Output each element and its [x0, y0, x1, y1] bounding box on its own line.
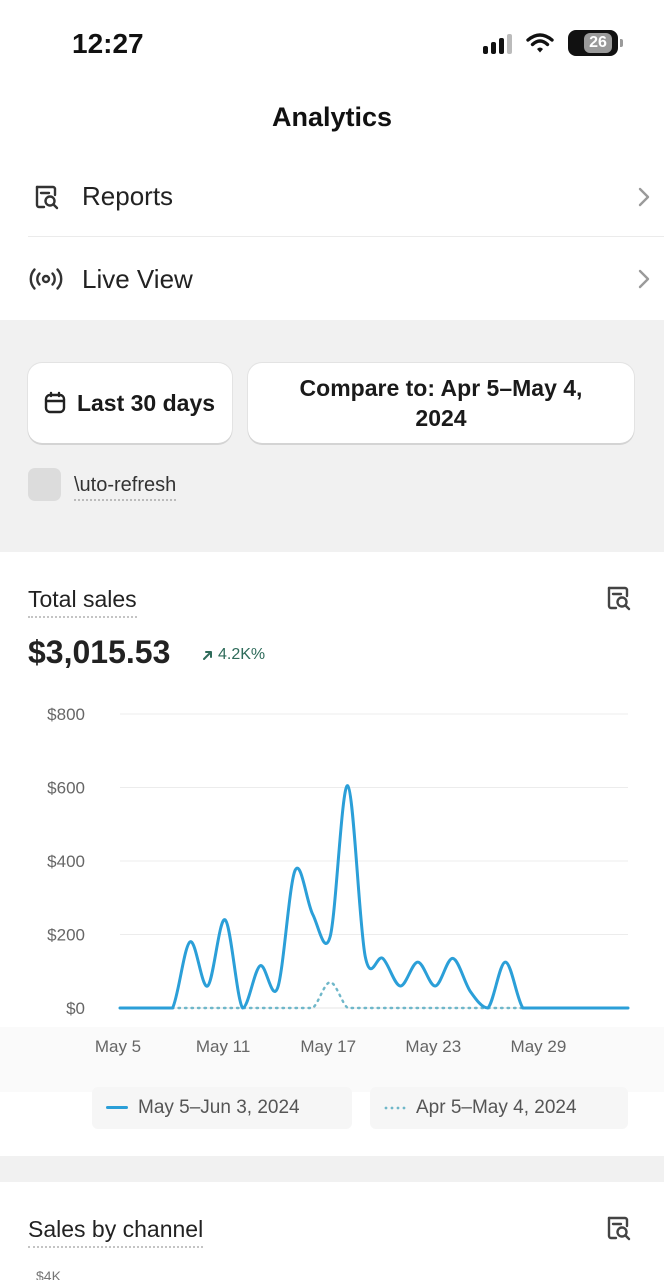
nav-item-reports[interactable]: Reports	[28, 157, 664, 237]
date-range-button[interactable]: Last 30 days	[28, 363, 232, 443]
battery-icon: 26	[568, 30, 623, 56]
chart-legend: May 5–Jun 3, 2024 Apr 5–May 4, 2024	[92, 1087, 628, 1129]
y-tick-label: $600	[47, 779, 85, 798]
broadcast-icon	[28, 261, 64, 297]
sales-by-channel-card: Sales by channel $4K	[0, 1182, 664, 1280]
series-line-current	[118, 784, 630, 1010]
total-sales-chart: $800 $600 $400 $200 $0 May 5 May 11 May 17 May 2…	[0, 705, 664, 1092]
chevron-right-icon	[624, 186, 664, 208]
x-tick-label: May 5	[95, 1037, 141, 1056]
legend-swatch-dotted	[384, 1106, 406, 1110]
status-time: 12:27	[72, 28, 144, 59]
channel-axis-tick: $4K	[36, 1268, 61, 1280]
chevron-right-icon	[624, 268, 664, 290]
y-tick-label: $200	[47, 926, 85, 945]
nav-item-live-view-label: Live View	[82, 263, 193, 294]
date-range-label: Last 30 days	[76, 390, 216, 416]
total-sales-value: $3,015.53	[28, 634, 171, 670]
sales-by-channel-title[interactable]: Sales by channel	[28, 1216, 204, 1248]
auto-refresh-checkbox[interactable]	[28, 468, 61, 501]
section-divider	[0, 1156, 664, 1182]
x-tick-label: May 11	[196, 1037, 251, 1056]
x-tick-label: May 29	[511, 1037, 567, 1056]
status-bar: 12:27 26	[0, 0, 664, 90]
total-sales-title[interactable]: Total sales	[28, 586, 137, 618]
x-tick-label: May 23	[405, 1037, 461, 1056]
status-icons: 26	[483, 30, 623, 56]
legend-label-compare: Apr 5–May 4, 2024	[416, 1097, 577, 1118]
calendar-icon	[42, 390, 68, 416]
report-search-icon	[28, 179, 64, 215]
signal-icon	[483, 32, 512, 54]
x-axis-band	[0, 1027, 664, 1092]
legend-label-current: May 5–Jun 3, 2024	[138, 1097, 300, 1118]
legend-item-compare[interactable]: Apr 5–May 4, 2024	[370, 1087, 628, 1129]
compare-button[interactable]: Compare to: Apr 5–May 4, 2024	[248, 363, 634, 443]
total-sales-card: Total sales $3,015.53 4.2K% $800 $600 $400…	[0, 552, 664, 1156]
report-search-icon[interactable]	[604, 584, 632, 612]
sales-change-badge: 4.2K%	[202, 646, 265, 664]
legend-item-current[interactable]: May 5–Jun 3, 2024	[92, 1087, 352, 1129]
nav-item-live-view[interactable]: Live View	[28, 239, 664, 319]
wifi-icon	[526, 33, 554, 53]
battery-level: 26	[584, 33, 612, 53]
report-search-icon[interactable]	[604, 1214, 632, 1242]
nav-item-reports-label: Reports	[82, 181, 174, 211]
series-line-compare	[118, 981, 630, 1010]
y-tick-label: $0	[66, 999, 85, 1018]
compare-label: Compare to: Apr 5–May 4, 2024	[299, 375, 583, 431]
legend-swatch-solid	[106, 1106, 128, 1110]
filter-bar: Last 30 days Compare to: Apr 5–May 4, 20…	[0, 320, 664, 552]
sales-change-value: 4.2K%	[218, 646, 266, 663]
x-tick-label: May 17	[300, 1037, 356, 1056]
arrow-up-right-icon	[203, 651, 212, 660]
y-tick-label: $800	[47, 705, 85, 724]
auto-refresh-label[interactable]: \uto-refresh	[74, 474, 177, 501]
page-title: Analytics	[271, 102, 393, 132]
y-tick-label: $400	[47, 852, 85, 871]
